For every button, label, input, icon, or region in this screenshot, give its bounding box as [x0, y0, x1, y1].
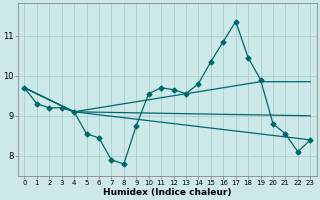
- X-axis label: Humidex (Indice chaleur): Humidex (Indice chaleur): [103, 188, 232, 197]
